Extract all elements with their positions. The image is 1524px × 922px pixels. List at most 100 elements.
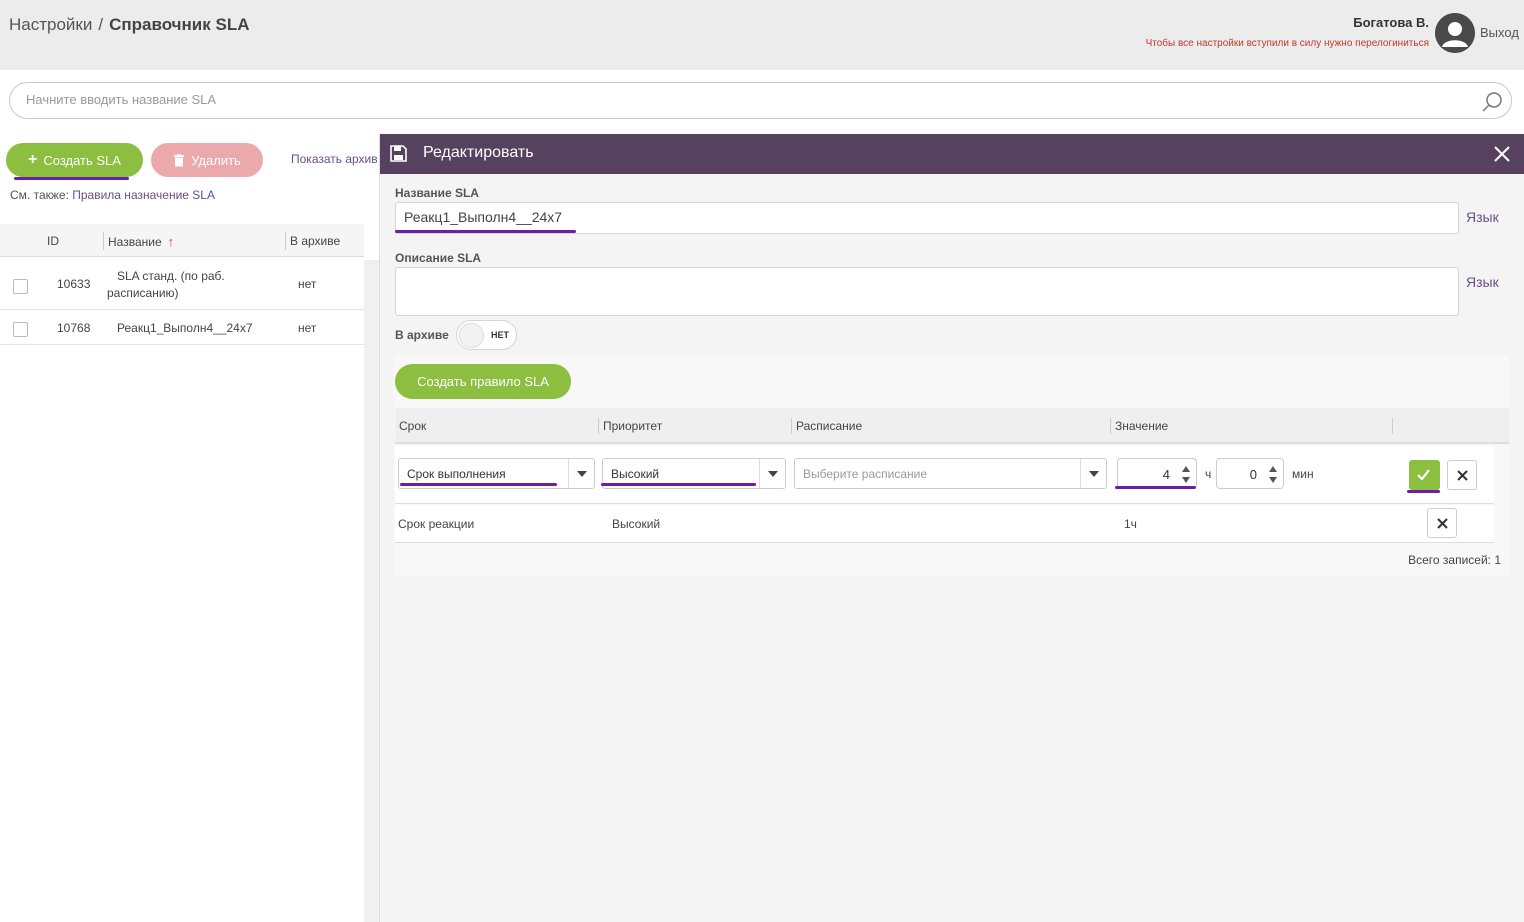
table-row[interactable]: 10768 Реакц1_Выполн4__24х7 нет [0,311,364,345]
hours-underline [1115,486,1196,489]
trash-icon [174,153,185,166]
user-name: Богатова В. [1353,15,1429,30]
toggle-knob [459,323,484,348]
minutes-value: 0 [1249,467,1257,482]
minutes-stepper[interactable]: 0 [1216,458,1284,489]
save-icon[interactable] [390,145,407,162]
page-title: Справочник SLA [109,15,250,34]
row-name-line1: SLA станд. (по раб. [117,269,225,283]
relogin-warning: Чтобы все настройки вступили в силу нужн… [1145,38,1429,49]
name-label: Название SLA [395,186,479,200]
sla-list-panel: + Создать SLA Удалить Показать архив См.… [0,134,379,922]
sort-up-icon: ↑ [167,234,175,249]
row-id: 10633 [57,277,91,291]
create-underline [14,177,129,180]
minutes-unit: мин [1292,467,1314,481]
name-lang-link[interactable]: Язык [1466,209,1499,225]
desc-label: Описание SLA [395,251,482,265]
avatar-icon[interactable] [1435,13,1475,53]
check-icon [1417,469,1430,481]
sla-name-input[interactable] [404,209,1304,225]
panel-title: Редактировать [423,144,534,161]
close-icon[interactable] [1493,145,1511,163]
desc-lang-link[interactable]: Язык [1466,274,1499,290]
schedule-placeholder: Выберите расписание [803,467,928,481]
breadcrumb: Настройки / Справочник SLA [9,15,250,35]
caret-up-icon[interactable] [1182,466,1190,472]
plus-icon: + [28,151,38,168]
delete-label: Удалить [191,152,241,168]
term-underline [400,483,557,486]
row-archived: нет [298,321,317,335]
hours-stepper[interactable]: 4 [1117,458,1197,489]
archive-toggle[interactable]: НЕТ [456,320,517,350]
breadcrumb-separator: / [98,15,104,34]
list-scrollbar[interactable] [364,260,379,922]
breadcrumb-settings[interactable]: Настройки [9,15,93,34]
total-records: Всего записей: 1 [1408,553,1501,567]
rules-header: Срок Приоритет Расписание Значение [395,408,1509,444]
priority-underline [601,483,756,486]
caret-down-icon[interactable] [1269,477,1277,483]
panel-header: Редактировать [380,134,1524,174]
hours-unit: ч [1205,467,1212,481]
rule-row[interactable]: Срок реакции Высокий 1ч [395,505,1494,543]
delete-rule-button[interactable] [1427,508,1457,538]
table-header: ID Название ↑ В архиве [0,224,364,257]
rule-term: Срок реакции [398,517,475,531]
chevron-down-icon [1080,459,1106,488]
row-archived: нет [298,277,317,291]
logout-link[interactable]: Выход [1480,25,1519,40]
col-divider [1392,418,1393,434]
hours-value: 4 [1162,467,1170,482]
col-divider [1110,418,1111,434]
name-underline [395,230,576,233]
search-icon[interactable] [1481,91,1503,113]
col-divider [285,232,286,250]
schedule-select[interactable]: Выберите расписание [794,458,1107,489]
see-also: См. также: Правила назначение SLA [10,188,215,202]
create-sla-button[interactable]: + Создать SLA [6,143,143,177]
search-bar [9,82,1512,119]
edit-panel: Редактировать Название SLA Язык Описание… [379,134,1524,922]
confirm-rule-button[interactable] [1409,460,1440,490]
close-icon [1457,470,1468,481]
row-checkbox[interactable] [13,322,28,337]
chevron-down-icon [568,459,594,488]
show-archive-link[interactable]: Показать архив [291,152,378,166]
col-id[interactable]: ID [47,234,59,248]
archive-label: В архиве [395,328,449,342]
sla-rules-link[interactable]: Правила назначение SLA [72,188,215,202]
top-header: Настройки / Справочник SLA Богатова В. Ч… [0,0,1524,70]
rule-priority: Высокий [612,517,661,531]
sla-desc-input[interactable] [404,274,1304,290]
col-priority: Приоритет [603,419,663,433]
close-icon [1437,518,1448,529]
create-rule-button[interactable]: Создать правило SLA [395,364,571,399]
row-id: 10768 [57,321,91,335]
caret-down-icon[interactable] [1182,477,1190,483]
chevron-down-icon [759,459,785,488]
rule-edit-row: Срок выполнения Высокий Выберите расписа… [395,446,1494,504]
create-sla-label: Создать SLA [43,152,121,168]
row-name-line2: расписанию) [107,286,179,300]
cancel-rule-button[interactable] [1447,460,1477,490]
col-name[interactable]: Название ↑ [108,234,174,249]
col-divider [598,418,599,434]
delete-button[interactable]: Удалить [151,143,263,177]
col-divider [103,232,104,250]
toggle-state: НЕТ [491,330,509,340]
see-also-label: См. также: [10,188,69,202]
col-schedule: Расписание [796,419,863,433]
rules-section: Создать правило SLA Срок Приоритет Распи… [394,356,1509,576]
col-name-label: Название [108,235,162,249]
col-archived[interactable]: В архиве [290,234,341,248]
caret-up-icon[interactable] [1269,466,1277,472]
search-input[interactable] [26,92,1456,107]
row-checkbox[interactable] [13,279,28,294]
col-divider [791,418,792,434]
priority-value: Высокий [611,467,660,481]
col-term: Срок [399,419,427,433]
name-field [395,202,1459,234]
table-row[interactable]: 10633 SLA станд. (по раб. расписанию) не… [0,259,364,310]
